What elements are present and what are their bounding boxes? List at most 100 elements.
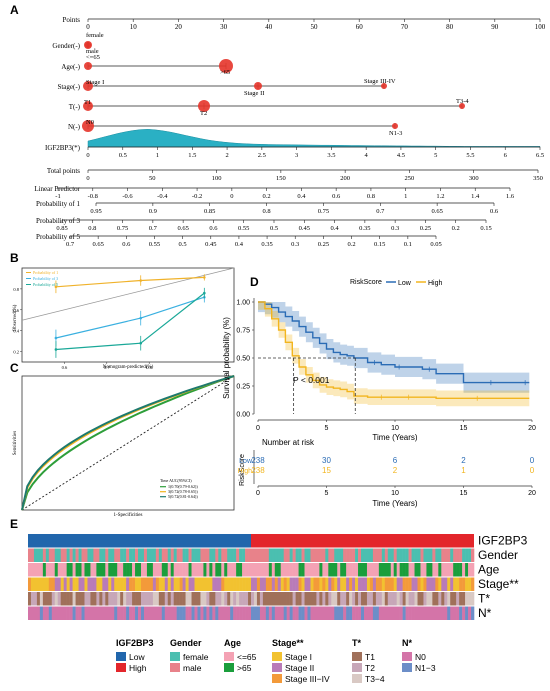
heatmap-cell xyxy=(191,563,195,577)
heatmap-cell xyxy=(378,606,383,620)
km-ytick-label: 1.00 xyxy=(236,300,250,307)
heatmap-cell xyxy=(289,606,293,620)
heatmap-cell xyxy=(274,577,279,591)
heatmap-cell xyxy=(248,606,252,620)
igf2bp3-density xyxy=(87,129,541,148)
heatmap-cell xyxy=(173,548,177,562)
heatmap-cell xyxy=(322,606,326,620)
heatmap-cell xyxy=(277,577,282,591)
heatmap-cell xyxy=(30,592,35,606)
prob5-label: Probability of 5 xyxy=(36,233,80,241)
km-legend-label-low: Low xyxy=(398,280,412,287)
heatmap-cell xyxy=(304,592,308,606)
heatmap-cell xyxy=(325,577,329,591)
points-label: Points xyxy=(62,16,80,24)
linear-predictor-tick-label: -0.6 xyxy=(122,193,133,200)
heatmap-track-label: Age xyxy=(478,563,500,577)
heatmap-legend-swatch xyxy=(402,652,412,661)
heatmap-cell xyxy=(405,548,409,562)
heatmap-cell xyxy=(358,577,362,591)
heatmap-cell xyxy=(277,548,282,562)
heatmap-cell xyxy=(453,592,457,606)
heatmap-cell xyxy=(429,563,433,577)
heatmap-cell xyxy=(188,606,192,620)
linear-predictor-tick-label: 0.2 xyxy=(263,193,271,200)
heatmap-cell xyxy=(313,548,317,562)
stage-dot xyxy=(83,81,93,91)
heatmap-cell xyxy=(248,592,252,606)
heatmap-cell xyxy=(301,563,305,577)
heatmap-cell xyxy=(363,592,368,606)
heatmap-cell xyxy=(459,577,463,591)
heatmap-cell xyxy=(39,592,44,606)
heatmap-cell xyxy=(60,563,64,577)
heatmap-cell xyxy=(259,548,264,562)
heatmap-cell xyxy=(289,592,293,606)
heatmap-cell xyxy=(349,577,353,591)
heatmap-cell xyxy=(69,548,73,562)
heatmap-legend-swatch xyxy=(352,674,362,683)
heatmap-cell xyxy=(372,563,377,577)
heatmap-cell xyxy=(215,563,219,577)
heatmap-cell xyxy=(256,577,261,591)
heatmap-cell xyxy=(218,577,222,591)
heatmap-cell xyxy=(140,606,145,620)
heatmap-cell xyxy=(236,548,240,562)
heatmap-cell xyxy=(366,548,371,562)
prob3-tick-label: 0.8 xyxy=(88,225,96,232)
prob5-tick-label: 0.4 xyxy=(235,241,244,248)
heatmap-cell xyxy=(268,563,273,577)
heatmap-cell xyxy=(280,592,284,606)
heatmap-cell xyxy=(450,606,454,620)
heatmap-cell xyxy=(48,592,53,606)
heatmap-cell xyxy=(138,563,142,577)
heatmap-cell xyxy=(468,592,472,606)
heatmap-cell xyxy=(268,548,273,562)
heatmap-cell xyxy=(152,606,157,620)
heatmap-cell xyxy=(224,577,228,591)
heatmap-cell xyxy=(206,577,210,591)
heatmap-cell xyxy=(295,592,299,606)
km-ci-low xyxy=(258,302,530,393)
heatmap-cell xyxy=(462,577,466,591)
risk-cell: 6 xyxy=(393,456,398,465)
heatmap-cell xyxy=(48,577,53,591)
heatmap-cell xyxy=(387,606,392,620)
heatmap-cell xyxy=(54,592,59,606)
heatmap-cell xyxy=(72,548,76,562)
gender-dot xyxy=(84,41,92,49)
heatmap-cell xyxy=(447,548,451,562)
linear-predictor-tick-label: -0.2 xyxy=(192,193,202,200)
heatmap-cell xyxy=(271,592,276,606)
heatmap-cell xyxy=(66,577,70,591)
heatmap-cell xyxy=(340,577,344,591)
n-level-label: N1-3 xyxy=(389,130,402,137)
km-xlabel: Time (Years) xyxy=(372,433,418,442)
heatmap-cell xyxy=(286,592,290,606)
heatmap-cell xyxy=(215,592,219,606)
heatmap-cell xyxy=(304,563,308,577)
heatmap-cell xyxy=(200,592,204,606)
heatmap-cell xyxy=(375,563,380,577)
heatmap-cell xyxy=(453,577,457,591)
heatmap-cell xyxy=(72,606,76,620)
heatmap-legend-label: Low xyxy=(129,652,145,662)
prob3-tick-label: 0.35 xyxy=(359,225,370,232)
heatmap-cell xyxy=(69,592,73,606)
heatmap-cell xyxy=(307,563,311,577)
risk-xtick-label: 20 xyxy=(528,490,536,497)
heatmap-legend-label: T3−4 xyxy=(365,674,385,684)
heatmap-cell xyxy=(265,548,270,562)
heatmap-cell xyxy=(361,548,365,562)
heatmap-cell xyxy=(280,563,284,577)
prob3-tick-label: 0.6 xyxy=(209,225,218,232)
linear-predictor-tick-label: 1.2 xyxy=(436,193,444,200)
heatmap-cell xyxy=(393,548,397,562)
heatmap-cell xyxy=(45,592,50,606)
heatmap-cell xyxy=(301,606,305,620)
panel-e-letter: E xyxy=(10,517,18,531)
heatmap-cell xyxy=(209,592,213,606)
heatmap-cell xyxy=(75,563,79,577)
heatmap-cell xyxy=(197,592,201,606)
